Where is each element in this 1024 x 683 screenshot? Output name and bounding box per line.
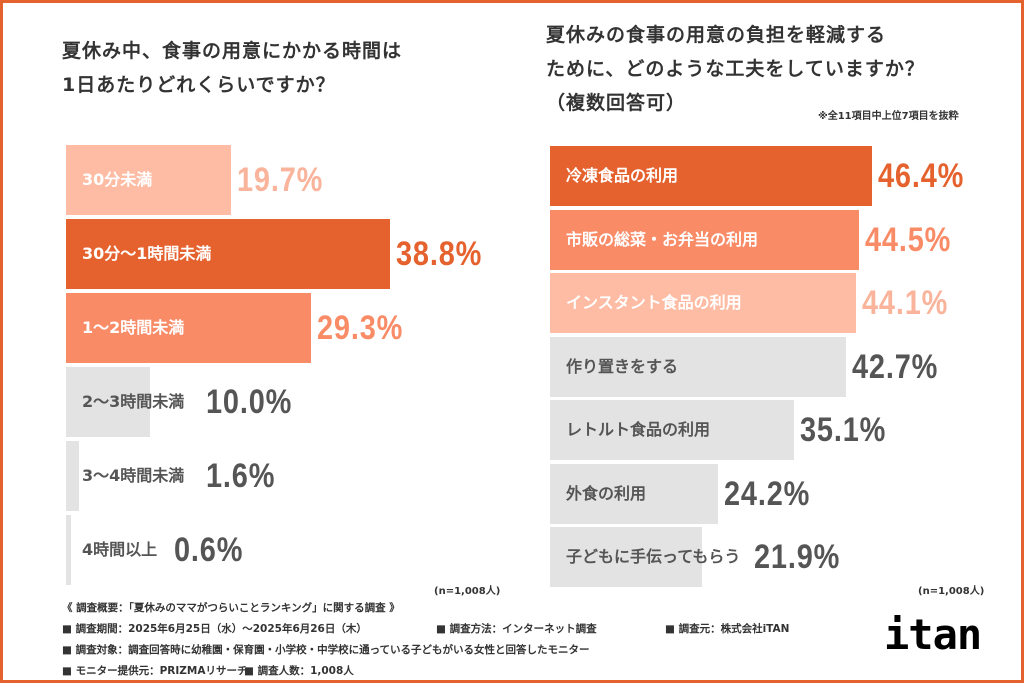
footer-count: ■ 調査人数：1,008人	[244, 665, 354, 677]
bar	[550, 463, 718, 524]
footer-provider: ■ モニター提供元：PRIZMAリサーチ	[62, 665, 248, 677]
bar	[550, 336, 847, 397]
bar	[550, 146, 873, 206]
value-label: 46.4%	[878, 157, 965, 195]
bar	[66, 441, 80, 511]
value-label: 0.6%	[174, 531, 244, 569]
footer-heading: 《 調査概要：「夏休みのママがつらいことランキング」に関する調査 》	[62, 602, 400, 614]
bar	[550, 209, 859, 270]
right-chart-subnote: ※全11項目中上位7項目を抜粋	[818, 111, 959, 122]
value-label: 38.8%	[396, 235, 483, 273]
category-label: 30分未満	[82, 170, 153, 189]
category-label: 3～4時間未満	[82, 466, 185, 485]
category-label: 30分～1時間未満	[82, 244, 212, 263]
value-label: 10.0%	[206, 383, 293, 421]
category-label: 4時間以上	[82, 540, 158, 559]
bar	[66, 293, 311, 363]
category-label: 外食の利用	[566, 483, 647, 503]
left-chart-title: 夏休み中、食事の用意にかかる時間は 1日あたりどれくらいですか？	[62, 40, 403, 96]
value-label: 1.6%	[206, 457, 276, 495]
footer-method: ■ 調査方法：インターネット調査	[436, 623, 597, 635]
bar	[66, 145, 231, 215]
value-label: 44.1%	[862, 284, 949, 322]
category-label: 1～2時間未満	[82, 318, 185, 337]
itan-logo: itan	[884, 610, 982, 659]
category-label: 子どもに手伝ってもらう	[566, 547, 741, 566]
category-label: インスタント食品の利用	[566, 293, 742, 312]
footer-source: ■ 調査元：株式会社iTAN	[665, 623, 790, 635]
category-label: 冷凍食品の利用	[566, 166, 679, 185]
bar	[550, 527, 702, 587]
category-label: 2～3時間未満	[82, 392, 185, 411]
bar	[550, 273, 857, 333]
value-label: 19.7%	[236, 161, 323, 199]
bar	[66, 367, 150, 437]
value-label: 35.1%	[799, 411, 886, 449]
bar	[66, 219, 391, 289]
footer-period: ■ 調査期間：2025年6月25日（水）～2025年6月26日（木）	[62, 623, 367, 635]
category-label: レトルト食品の利用	[566, 420, 711, 439]
value-label: 24.2%	[723, 474, 811, 513]
right-sample-note: (n=1,008人)	[918, 586, 985, 597]
value-label: 42.7%	[852, 347, 939, 386]
bar	[66, 515, 72, 585]
right-chart-title: 夏休みの食事の用意の負担を軽減する ために、どのような工夫をしていますか？ （複…	[546, 24, 925, 114]
value-label: 21.9%	[754, 538, 841, 576]
left-sample-note: (n=1,008人)	[434, 586, 501, 597]
footer-target: ■ 調査対象：調査回答時に幼稚園・保育園・小学校・中学校に通っている子どもがいる…	[62, 644, 590, 656]
value-label: 44.5%	[864, 220, 952, 259]
category-label: 作り置きをする	[566, 356, 679, 376]
bar	[550, 400, 794, 460]
category-label: 市販の総菜・お弁当の利用	[566, 229, 759, 249]
value-label: 29.3%	[316, 309, 404, 347]
